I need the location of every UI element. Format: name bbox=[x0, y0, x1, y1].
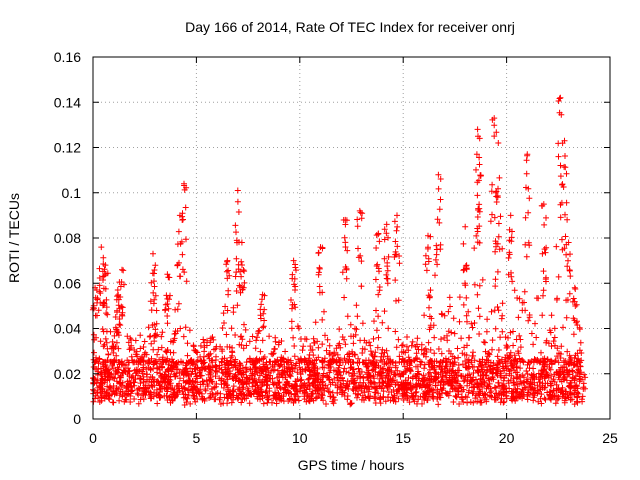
y-tick-label: 0.06 bbox=[54, 275, 81, 291]
x-tick-label: 20 bbox=[499, 430, 515, 446]
x-tick-label: 0 bbox=[89, 430, 97, 446]
y-tick-label: 0.16 bbox=[54, 49, 81, 65]
x-tick-label: 5 bbox=[193, 430, 201, 446]
y-tick-label: 0.14 bbox=[54, 94, 81, 110]
x-tick-label: 25 bbox=[602, 430, 618, 446]
y-tick-label: 0.08 bbox=[54, 230, 81, 246]
roti-point-markers bbox=[89, 94, 589, 408]
y-tick-label: 0.04 bbox=[54, 321, 81, 337]
tick-marks bbox=[92, 56, 611, 420]
y-tick-labels: 0 0.02 0.04 0.06 0.08 0.1 0.12 0.14 0.16 bbox=[54, 49, 81, 427]
grid-layer bbox=[93, 57, 610, 419]
y-tick-label: 0.1 bbox=[62, 185, 82, 201]
y-axis-title: ROTI / TECUs bbox=[6, 193, 22, 283]
x-tick-label: 10 bbox=[292, 430, 308, 446]
y-tick-label: 0.02 bbox=[54, 366, 81, 382]
chart-title: Day 166 of 2014, Rate Of TEC Index for r… bbox=[185, 19, 515, 35]
x-tick-label: 15 bbox=[395, 430, 411, 446]
y-tick-label: 0 bbox=[73, 411, 81, 427]
x-axis-title: GPS time / hours bbox=[298, 457, 405, 473]
y-tick-label: 0.12 bbox=[54, 140, 81, 156]
data-points bbox=[89, 94, 589, 408]
x-tick-labels: 0 5 10 15 20 25 bbox=[89, 430, 618, 446]
